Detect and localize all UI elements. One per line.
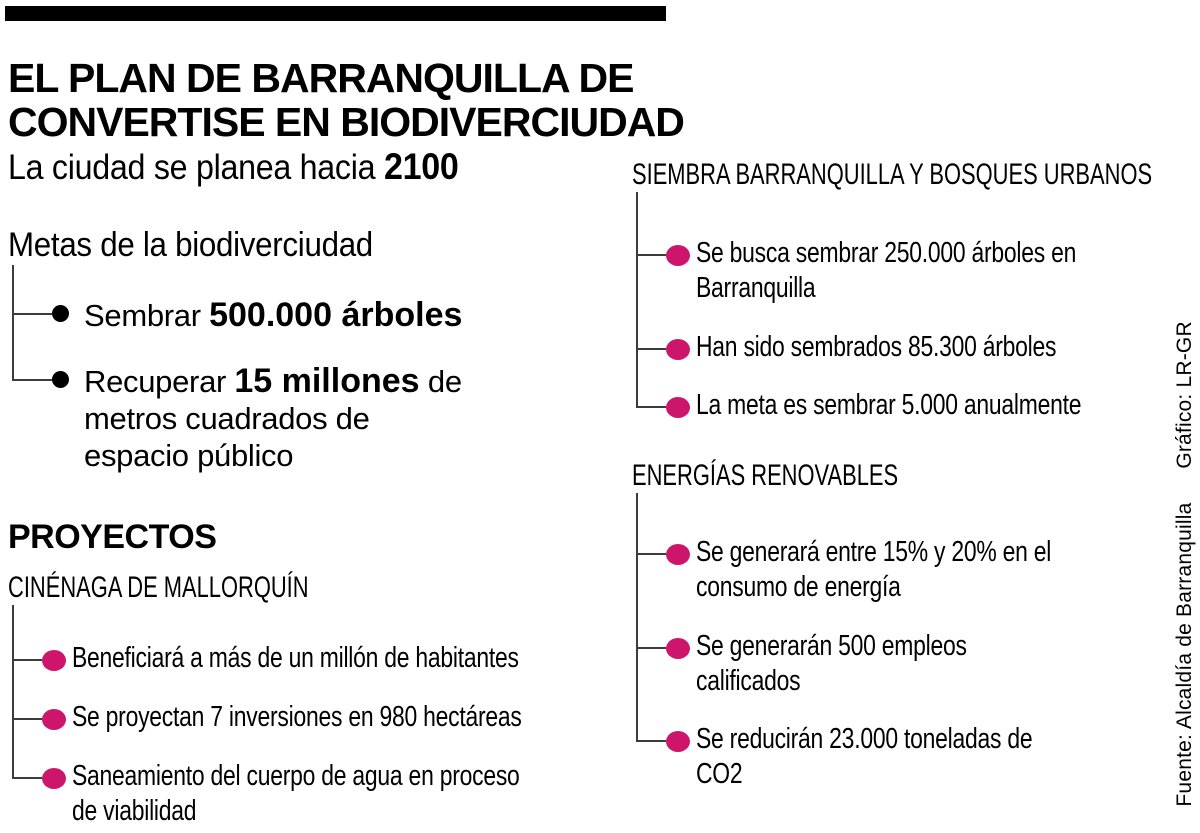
bullet-dot (666, 338, 690, 360)
list-item: Saneamiento del cuerpo de agua en proces… (8, 744, 620, 833)
energias-list: Se generará entre 15% y 20% en el consum… (632, 493, 1152, 802)
siembra-heading: SIEMBRA BARRANQUILLA Y BOSQUES URBANOS (632, 158, 1153, 191)
source-credit: Fuente: Alcaldía de Barranquilla Gráfico:… (1150, 321, 1196, 819)
list-item-text: Se generarán 500 empleos calificados (696, 629, 967, 697)
bullet-dot (666, 637, 690, 659)
bullet-dot (52, 305, 69, 322)
list-item-text: Se busca sembrar 250.000 árboles en Barr… (696, 237, 1077, 304)
bullet-dot (666, 544, 690, 566)
list-item-text: Se generará entre 15% y 20% en el consum… (696, 536, 1052, 603)
item-text: Sembrar (84, 298, 210, 333)
source-text: Fuente: Alcaldía de Barranquilla (1172, 502, 1196, 807)
list-item-text: Se proyectan 7 inversiones en 980 hectár… (72, 701, 522, 734)
item-bold-text: 500.000 árboles (209, 296, 463, 334)
metas-list: Sembrar 500.000 árboles Recuperar 15 mil… (8, 265, 620, 484)
bullet-dot (42, 709, 66, 731)
bullet-dot (42, 650, 66, 672)
energias-heading: ENERGÍAS RENOVABLES (632, 459, 899, 493)
intro-year: 2100 (383, 146, 459, 187)
list-item: Se generará entre 15% y 20% en el consum… (632, 493, 1152, 615)
metas-heading: Metas de la biodiverciudad (8, 226, 373, 264)
intro-text: La ciudad se planea hacia (8, 148, 384, 187)
page-title: EL PLAN DE BARRANQUILLA DE CONVERTISE EN… (8, 55, 685, 146)
list-item: Se proyectan 7 inversiones en 980 hectár… (8, 686, 620, 745)
bullet-dot (42, 767, 66, 789)
list-item-text: Sembrar 500.000 árboles (84, 295, 620, 335)
siembra-list: Se busca sembrar 250.000 árboles en Barr… (632, 192, 1152, 433)
bullet-dot (666, 245, 690, 266)
item-text: de metros cuadrados de espacio público (84, 364, 462, 473)
cienaga-list: Beneficiará a más de un millón de habita… (8, 605, 620, 832)
list-item-text: Se reducirán 23.000 toneladas de CO2 (696, 723, 1033, 791)
credit-text: Gráfico: LR-GR (1172, 321, 1196, 469)
list-item-text: Beneficiará a más de un millón de habita… (72, 642, 519, 675)
list-item: Se generarán 500 empleos calificados (632, 614, 1152, 709)
list-item-text: Recuperar 15 millones de metros cuadrado… (84, 361, 620, 474)
list-item: Beneficiará a más de un millón de habita… (8, 605, 620, 686)
top-accent-bar (5, 6, 666, 21)
list-item: Han sido sembrados 85.300 árboles (632, 315, 1152, 375)
list-item: Se reducirán 23.000 toneladas de CO2 (632, 708, 1152, 802)
list-item: La meta es sembrar 5.000 anualmente (632, 374, 1152, 433)
list-item-text: La meta es sembrar 5.000 anualmente (696, 389, 1082, 422)
list-item: Sembrar 500.000 árboles (8, 265, 620, 346)
list-item-text: Han sido sembrados 85.300 árboles (696, 330, 1057, 363)
right-column: SIEMBRA BARRANQUILLA Y BOSQUES URBANOS S… (632, 158, 1152, 802)
list-item-text: Saneamiento del cuerpo de agua en proces… (72, 759, 520, 827)
list-item: Recuperar 15 millones de metros cuadrado… (8, 345, 620, 484)
list-item: Se busca sembrar 250.000 árboles en Barr… (632, 192, 1152, 316)
proyectos-heading: PROYECTOS (8, 518, 217, 557)
cienaga-heading: CINÉNAGA DE MALLORQUÍN (8, 571, 309, 605)
bullet-dot (666, 731, 690, 753)
intro-line: La ciudad se planea hacia 2100 (8, 146, 571, 188)
left-column: La ciudad se planea hacia 2100 Metas de … (8, 146, 620, 833)
item-text: Recuperar (84, 364, 235, 400)
bullet-dot (52, 371, 69, 389)
bullet-dot (666, 397, 690, 419)
item-bold-text: 15 millones (234, 362, 420, 401)
